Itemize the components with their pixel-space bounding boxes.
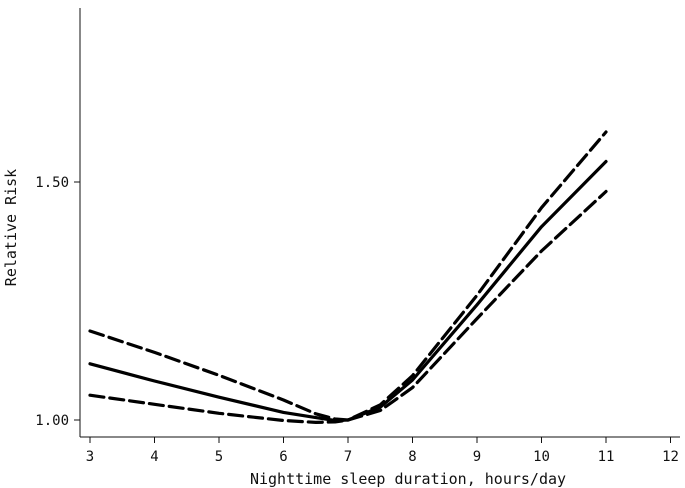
x-tick-label: 7 [344, 449, 352, 465]
x-tick-label: 8 [408, 449, 416, 465]
axes [79, 8, 680, 438]
x-tick-label: 12 [662, 449, 679, 465]
upper-ci-line [88, 130, 608, 422]
lower-ci-line [88, 189, 608, 424]
x-tick-label: 3 [86, 449, 94, 465]
x-tick-label: 6 [279, 449, 287, 465]
y-axis-title: Relative Risk [2, 169, 20, 286]
y-tick-label: 1.00 [35, 413, 69, 429]
x-ticks: 3 4 5 6 7 8 9 10 11 12 [86, 437, 679, 465]
x-tick-label: 9 [473, 449, 481, 465]
y-ticks: 1.001.502.00 [35, 175, 80, 429]
x-tick-label: 11 [598, 449, 615, 465]
x-tick-label: 5 [215, 449, 223, 465]
x-tick-label: 10 [533, 449, 550, 465]
estimate-line [88, 159, 608, 423]
y-tick-label: 1.50 [35, 175, 69, 191]
x-axis-title: Nighttime sleep duration, hours/day [250, 470, 566, 488]
x-tick-label: 4 [150, 449, 158, 465]
series-group [88, 130, 608, 424]
